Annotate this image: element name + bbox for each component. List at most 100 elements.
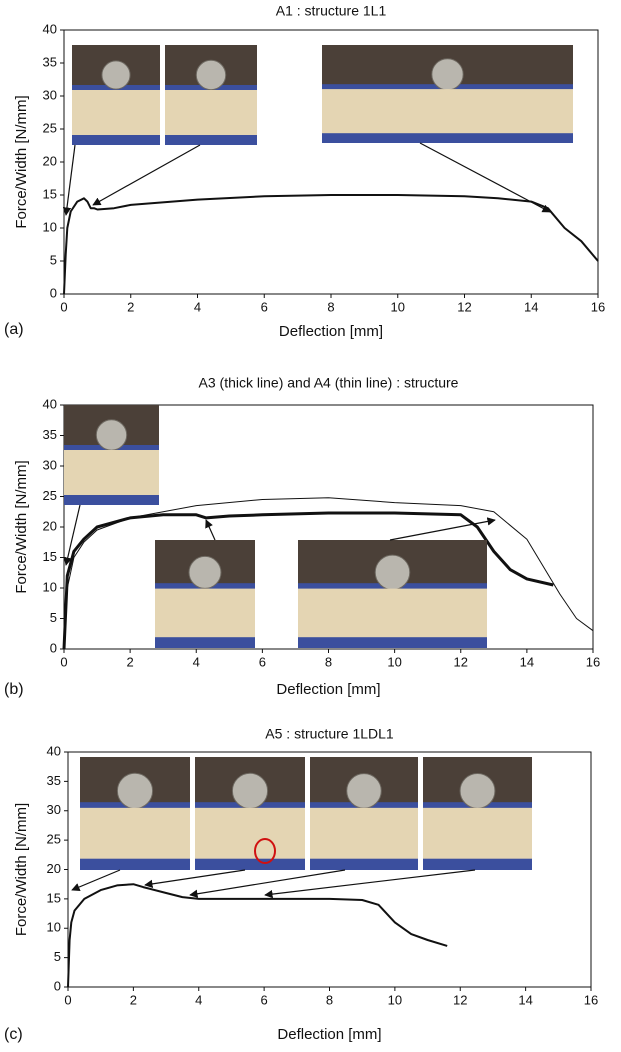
x-tick-label: 0 (60, 654, 67, 669)
x-tick-label: 2 (130, 992, 137, 1007)
y-tick-label: 35 (47, 773, 61, 788)
highlight-ring (254, 838, 276, 864)
y-tick-label: 20 (43, 153, 57, 168)
y-tick-label: 0 (50, 640, 57, 655)
photo-roller (231, 772, 269, 810)
x-tick-label: 4 (193, 654, 200, 669)
x-tick-label: 16 (586, 654, 600, 669)
y-tick-label: 10 (43, 579, 57, 594)
y-tick-label: 10 (43, 219, 57, 234)
inset-photo (165, 45, 257, 145)
y-axis-label: Force/Width [N/mm] (13, 460, 30, 593)
chart-title: A1 : structure 1L1 (276, 3, 387, 19)
pointer-arrow (205, 519, 216, 541)
pointer-arrow (144, 869, 246, 889)
y-tick-label: 0 (54, 978, 61, 993)
photo-roller (459, 772, 496, 809)
panel-label: (a) (4, 321, 24, 338)
y-tick-label: 5 (50, 252, 57, 267)
y-tick-label: 25 (43, 488, 57, 503)
x-tick-label: 14 (518, 992, 532, 1007)
pointer-arrow (63, 504, 81, 566)
data-line (67, 883, 448, 988)
data-line (63, 497, 594, 650)
x-tick-label: 12 (453, 992, 467, 1007)
y-axis-label: Force/Width [N/mm] (13, 803, 30, 936)
photo-specimen (80, 807, 190, 859)
photo-specimen (64, 450, 159, 495)
inset-photo (64, 405, 159, 505)
x-tick-label: 0 (60, 299, 67, 314)
x-axis-label: Deflection [mm] (277, 1026, 381, 1043)
photo-specimen (165, 90, 257, 135)
y-tick-label: 30 (47, 802, 61, 817)
data-line (63, 194, 599, 295)
x-tick-label: 10 (387, 654, 401, 669)
inset-photo (80, 757, 190, 870)
photo-specimen (310, 807, 418, 859)
photo-roller (101, 60, 131, 90)
photo-specimen (72, 90, 160, 135)
y-tick-label: 0 (50, 285, 57, 300)
x-tick-label: 10 (388, 992, 402, 1007)
x-tick-label: 8 (327, 299, 334, 314)
y-tick-label: 25 (47, 832, 61, 847)
x-tick-label: 16 (591, 299, 605, 314)
y-tick-label: 5 (50, 610, 57, 625)
photo-roller (116, 772, 154, 810)
pointer-arrow (92, 144, 201, 206)
pointer-arrow (419, 142, 551, 213)
y-tick-label: 30 (43, 87, 57, 102)
panel-label: (b) (4, 681, 24, 698)
photo-specimen (322, 89, 573, 134)
x-tick-label: 10 (391, 299, 405, 314)
pointer-arrow (71, 869, 121, 891)
x-tick-label: 6 (261, 992, 268, 1007)
x-tick-label: 12 (457, 299, 471, 314)
x-tick-label: 14 (520, 654, 534, 669)
x-tick-label: 6 (261, 299, 268, 314)
photo-roller (431, 58, 464, 91)
y-tick-label: 5 (54, 949, 61, 964)
inset-photo (310, 757, 418, 870)
photo-roller (374, 554, 411, 591)
y-tick-label: 15 (47, 890, 61, 905)
inset-photo (72, 45, 160, 145)
x-axis-label: Deflection [mm] (276, 681, 380, 698)
y-tick-label: 30 (43, 457, 57, 472)
y-tick-label: 35 (43, 427, 57, 442)
x-tick-label: 2 (127, 299, 134, 314)
y-tick-label: 20 (43, 518, 57, 533)
x-tick-label: 14 (524, 299, 538, 314)
photo-specimen (155, 588, 255, 638)
y-tick-label: 10 (47, 920, 61, 935)
y-tick-label: 40 (43, 21, 57, 36)
y-tick-label: 15 (43, 549, 57, 564)
y-tick-label: 15 (43, 186, 57, 201)
panel-label: (c) (4, 1026, 23, 1043)
photo-roller (188, 555, 222, 589)
photo-roller (195, 59, 227, 91)
photo-specimen (195, 807, 305, 859)
photo-roller (346, 773, 382, 809)
photo-specimen (423, 807, 532, 859)
y-tick-label: 20 (47, 861, 61, 876)
photo-specimen (298, 588, 487, 638)
x-tick-label: 12 (454, 654, 468, 669)
pointer-arrow (62, 144, 76, 216)
x-tick-label: 0 (64, 992, 71, 1007)
inset-photo (155, 540, 255, 648)
x-tick-label: 4 (194, 299, 201, 314)
inset-photo (195, 757, 305, 870)
x-tick-label: 16 (584, 992, 598, 1007)
pointer-arrow (264, 869, 476, 899)
photo-roller (95, 419, 128, 451)
inset-photo (322, 45, 573, 143)
pointer-arrow (189, 869, 346, 898)
y-tick-label: 35 (43, 54, 57, 69)
y-axis-label: Force/Width [N/mm] (13, 95, 30, 228)
y-tick-label: 25 (43, 120, 57, 135)
x-tick-label: 2 (127, 654, 134, 669)
inset-photo (423, 757, 532, 870)
chart-title: A3 (thick line) and A4 (thin line) : str… (199, 375, 459, 391)
